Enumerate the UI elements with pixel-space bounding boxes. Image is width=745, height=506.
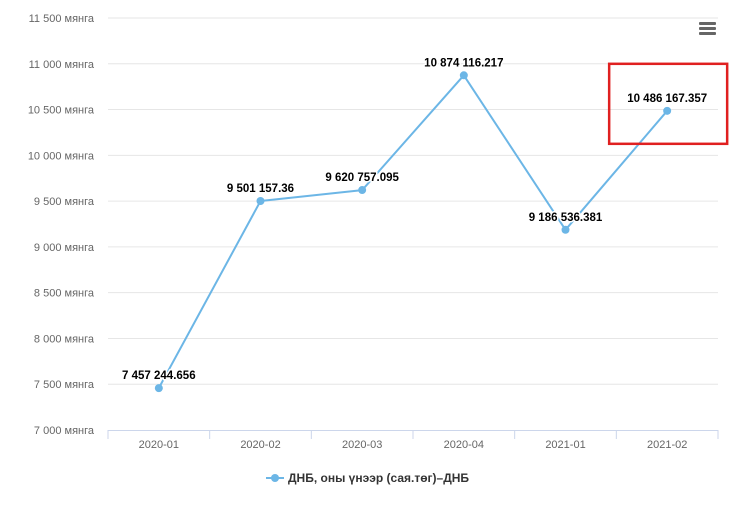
legend-marker-icon	[271, 474, 279, 482]
highlight-box	[607, 62, 729, 146]
series-path	[157, 74, 668, 389]
x-tick-label: 2020-03	[342, 439, 382, 451]
gridlines	[108, 17, 718, 385]
y-tick-label: 11 500 мянга	[29, 13, 95, 25]
data-label: 9 501 157.36	[227, 183, 294, 195]
data-label: 9 186 536.381	[529, 212, 603, 224]
y-tick-label: 10 000 мянга	[28, 150, 95, 162]
y-tick-label: 8 500 мянга	[34, 288, 95, 300]
y-tick-label: 10 500 мянга	[28, 105, 95, 117]
data-point[interactable]	[663, 106, 672, 115]
data-point[interactable]	[358, 186, 367, 195]
hamburger-menu-icon	[699, 22, 716, 35]
y-tick-label: 9 500 мянга	[34, 196, 95, 208]
y-tick-label: 7 000 мянга	[34, 425, 95, 437]
data-point[interactable]	[561, 225, 570, 234]
x-tick-label: 2021-02	[647, 439, 687, 451]
series-line	[154, 71, 672, 393]
x-tick-label: 2021-01	[545, 439, 585, 451]
data-label: 9 620 757.095	[325, 172, 399, 184]
data-label: 10 486 167.357	[627, 93, 707, 105]
data-labels: 7 457 244.656 9 501 157.36 9 620 757.095 10…	[121, 56, 709, 384]
y-axis-tick-labels: 7 000 мянга 7 500 мянга 8 000 мянга 8 500 м…	[28, 13, 95, 437]
data-point[interactable]	[256, 197, 265, 206]
data-label: 7 457 244.656	[122, 370, 196, 382]
y-tick-label: 8 000 мянга	[34, 333, 95, 345]
data-point[interactable]	[459, 71, 468, 80]
x-tick-label: 2020-01	[139, 439, 179, 451]
legend-label: ДНБ, оны үнээр (сая.төг)–ДНБ	[288, 471, 469, 485]
y-tick-label: 7 500 мянга	[34, 379, 95, 391]
x-axis: 2020-01 2020-02 2020-03 2020-04 2021-01 2021-…	[107, 430, 719, 451]
highlight-rectangle	[607, 62, 729, 146]
legend[interactable]: ДНБ, оны үнээр (сая.төг)–ДНБ	[266, 471, 469, 485]
data-point[interactable]	[154, 384, 163, 393]
x-tick-label: 2020-02	[240, 439, 280, 451]
chart-menu-button[interactable]	[695, 18, 721, 40]
data-label: 10 874 116.217	[424, 57, 503, 69]
x-tick-label: 2020-04	[444, 439, 484, 451]
y-tick-label: 9 000 мянга	[34, 242, 95, 254]
y-tick-label: 11 000 мянга	[29, 59, 95, 71]
